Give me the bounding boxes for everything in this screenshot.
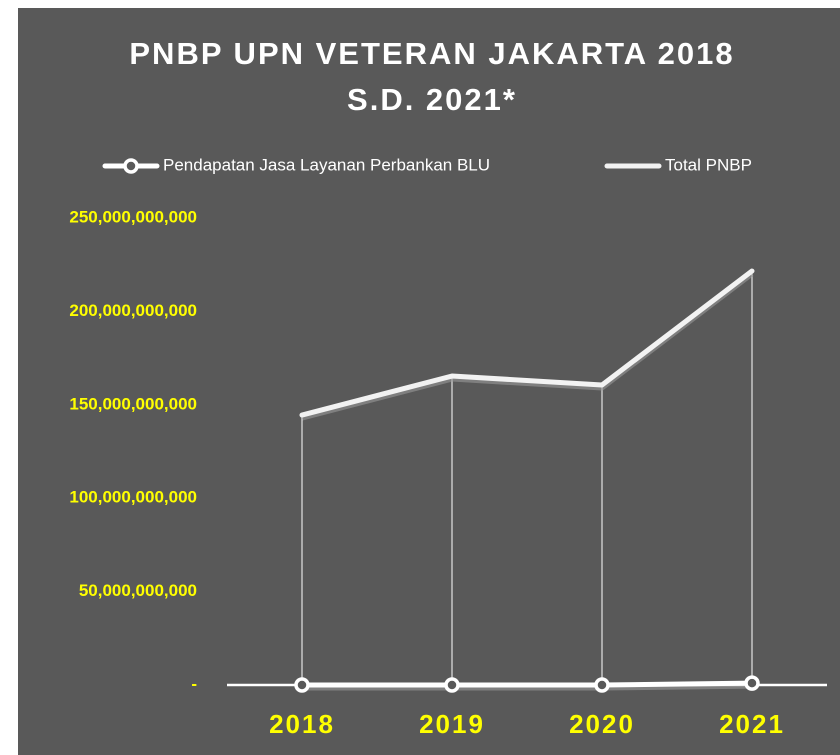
point-marker [444, 677, 460, 693]
x-tick-label: 2020 [569, 709, 635, 739]
y-tick-label: 200,000,000,000 [69, 301, 197, 320]
y-tick-label: - [191, 674, 197, 693]
x-tick-label: 2019 [419, 709, 485, 739]
legend-label: Total PNBP [665, 155, 752, 174]
point-marker [294, 677, 310, 693]
series-line [299, 680, 755, 688]
y-tick-label: 150,000,000,000 [69, 394, 197, 413]
point-marker [744, 675, 760, 691]
chart-subtitle: S.D. 2021* [347, 82, 517, 117]
x-tick-label: 2021 [719, 709, 785, 739]
point-marker [594, 677, 610, 693]
x-tick-label: 2018 [269, 709, 335, 739]
line-shadow [302, 683, 753, 691]
series-line [299, 268, 755, 418]
legend-marker [123, 158, 139, 174]
y-tick-label: 100,000,000,000 [69, 488, 197, 507]
y-tick-label: 50,000,000,000 [79, 581, 197, 600]
y-tick-label: 250,000,000,000 [69, 207, 197, 226]
chart-title: PNBP UPN VETERAN JAKARTA 2018 [129, 36, 734, 71]
legend-label: Pendapatan Jasa Layanan Perbankan BLU [163, 155, 490, 174]
